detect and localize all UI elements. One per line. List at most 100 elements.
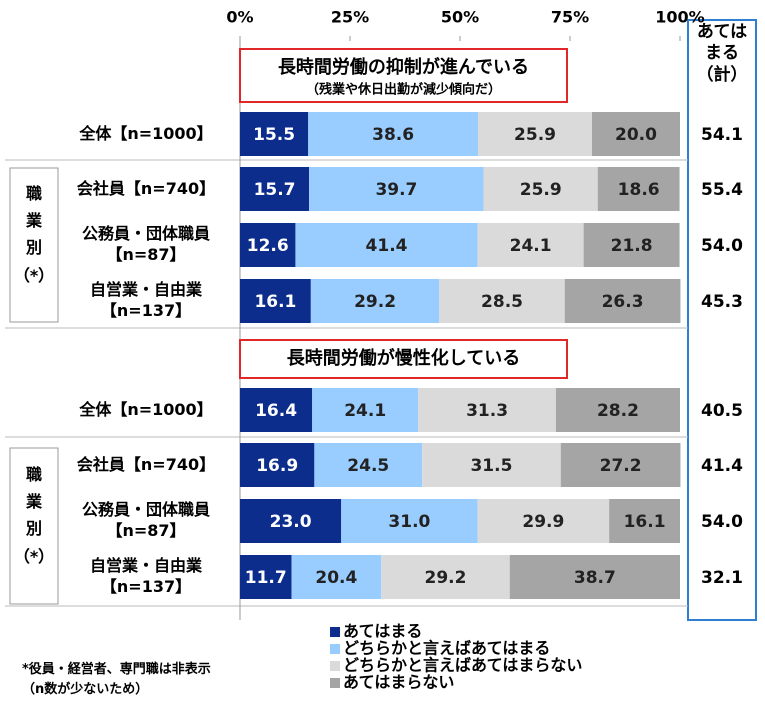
value-label: 31.0	[388, 512, 430, 532]
title-box	[239, 48, 568, 103]
bar-segment	[240, 499, 342, 543]
value-label: 28.5	[481, 292, 523, 312]
total-label: 32.1	[701, 568, 743, 588]
category-label: 公務員・団体職員 【n=87】	[81, 500, 210, 540]
total-label: 54.0	[701, 236, 743, 256]
panel-title: 長時間労働の抑制が進んでいる	[278, 56, 529, 78]
value-label: 24.1	[510, 236, 552, 256]
value-label: 16.1	[254, 292, 296, 312]
panel-subtitle: （残業や休日出勤が減少傾向だ）	[306, 82, 501, 98]
total-label: 41.4	[701, 456, 743, 476]
bar-segment	[478, 112, 592, 156]
value-label: 24.5	[347, 456, 389, 476]
value-label: 23.0	[270, 512, 312, 532]
bar-segment	[240, 388, 313, 432]
bar-segment	[312, 388, 419, 432]
category-label: 会社員【n=740】	[76, 178, 216, 198]
legend-swatch	[330, 644, 340, 654]
total-label: 54.0	[701, 512, 743, 532]
x-tick-label: 0%	[226, 8, 253, 27]
legend-swatch	[330, 678, 340, 688]
totals-frame	[687, 19, 757, 621]
legend-swatch	[330, 627, 340, 637]
panel-title: 長時間労働が慢性化している	[287, 347, 520, 369]
value-label: 39.7	[375, 180, 417, 200]
value-label: 21.8	[611, 236, 653, 256]
bar-segment	[308, 112, 479, 156]
group-label: 職 業 別 （*）	[13, 465, 55, 566]
legend-label: どちらかと言えばあてはまる	[343, 639, 550, 658]
group-box	[9, 167, 59, 323]
bar-segment	[439, 279, 565, 323]
legend-label: あてはまる	[343, 622, 422, 641]
bar-segment	[341, 499, 478, 543]
value-label: 20.4	[315, 568, 357, 588]
category-label: 全体【n=1000】	[79, 399, 213, 419]
value-label: 20.0	[615, 125, 657, 145]
value-label: 26.3	[602, 292, 644, 312]
value-label: 38.7	[574, 568, 616, 588]
x-tick-label: 100%	[655, 8, 704, 27]
bar-segment	[583, 223, 680, 267]
group-box	[9, 447, 59, 605]
bar-segment	[240, 223, 296, 267]
bar-segment	[240, 555, 292, 599]
bar-segment	[381, 555, 510, 599]
bar-segment	[314, 443, 423, 487]
bar-segment	[240, 112, 309, 156]
value-label: 38.6	[372, 125, 414, 145]
value-label: 15.7	[254, 180, 296, 200]
category-label: 公務員・団体職員 【n=87】	[81, 224, 210, 264]
bar-segment	[564, 279, 681, 323]
value-label: 29.2	[425, 568, 467, 588]
title-box	[239, 339, 568, 379]
value-label: 11.7	[245, 568, 287, 588]
category-label: 会社員【n=740】	[76, 454, 216, 474]
value-label: 25.9	[520, 180, 562, 200]
bar-segment	[240, 443, 315, 487]
value-label: 18.6	[618, 180, 660, 200]
bar-segment	[560, 443, 681, 487]
total-label: 45.3	[701, 292, 743, 312]
total-label: 40.5	[701, 401, 743, 421]
category-label: 自営業・自由業 【n=137】	[89, 280, 202, 320]
bar-segment	[240, 167, 310, 211]
value-label: 28.2	[597, 401, 639, 421]
x-tick-label: 75%	[551, 8, 589, 27]
value-label: 16.4	[255, 401, 297, 421]
legend-swatch	[330, 661, 340, 671]
bar-segment	[592, 112, 680, 156]
bar-segment	[418, 388, 556, 432]
bar-segment	[291, 555, 382, 599]
value-label: 29.2	[354, 292, 396, 312]
value-label: 12.6	[247, 236, 289, 256]
legend-label: どちらかと言えばあてはまらない	[343, 656, 582, 675]
bar-segment	[609, 499, 680, 543]
footnote: *役員・経営者、専門職は非表示 （n数が少ないため）	[22, 662, 211, 697]
x-tick-label: 25%	[331, 8, 369, 27]
x-tick-label: 50%	[441, 8, 479, 27]
value-label: 16.9	[256, 456, 298, 476]
bar-segment	[477, 223, 584, 267]
total-label: 55.4	[701, 180, 743, 200]
total-label: 54.1	[701, 125, 743, 145]
value-label: 27.2	[600, 456, 642, 476]
value-label: 15.5	[253, 125, 295, 145]
bar-segment	[240, 279, 311, 323]
bar-segment	[597, 167, 680, 211]
bar-segment	[310, 279, 440, 323]
bar-segment	[509, 555, 680, 599]
value-label: 29.9	[522, 512, 564, 532]
value-label: 16.1	[624, 512, 666, 532]
value-label: 31.3	[466, 401, 508, 421]
bar-segment	[295, 223, 478, 267]
legend-label: あてはまらない	[343, 673, 454, 692]
category-label: 自営業・自由業 【n=137】	[89, 556, 202, 596]
group-label: 職 業 別 （*）	[13, 184, 55, 285]
value-label: 31.5	[470, 456, 512, 476]
bar-segment	[555, 388, 680, 432]
category-label: 全体【n=1000】	[79, 123, 213, 143]
value-label: 25.9	[514, 125, 556, 145]
value-label: 24.1	[344, 401, 386, 421]
